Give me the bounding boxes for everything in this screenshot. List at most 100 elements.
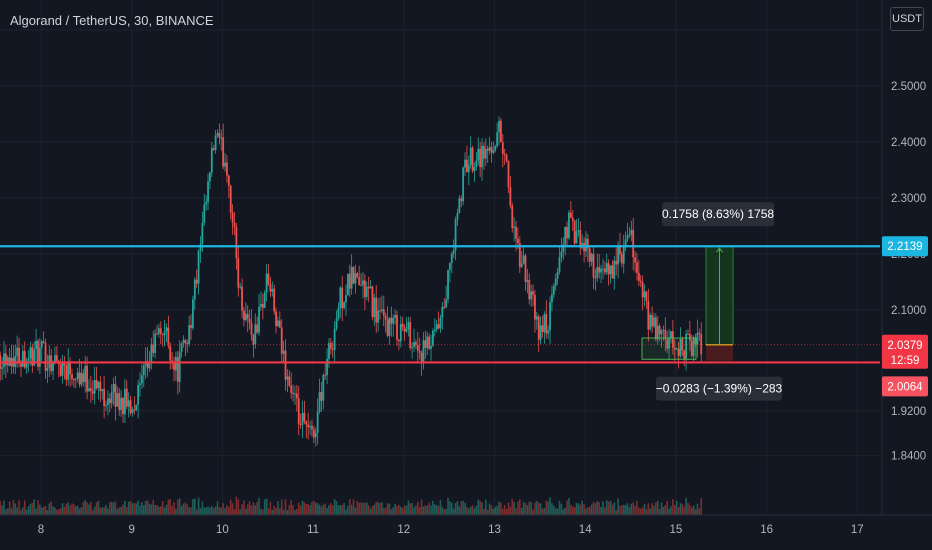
candle-body — [263, 292, 266, 308]
candle-body — [165, 327, 168, 332]
candle-body — [397, 339, 400, 342]
candle-body — [673, 347, 676, 350]
candle-body — [486, 148, 489, 151]
candle-body — [511, 205, 514, 229]
volume-bar — [621, 505, 623, 515]
volume-bar — [337, 505, 340, 515]
volume-bar — [517, 501, 519, 515]
volume-bar — [454, 503, 457, 515]
countdown-text: 12:59 — [891, 355, 920, 367]
volume-bar — [520, 507, 523, 515]
candle-body — [114, 384, 117, 407]
candle-body — [88, 388, 90, 392]
y-tick-label: 2.3000 — [891, 193, 926, 205]
candle-body — [537, 316, 540, 340]
candle-body — [575, 231, 578, 244]
volume-bar — [301, 500, 304, 515]
volume-bar — [290, 500, 292, 515]
volume-bar — [246, 504, 249, 515]
candle-body — [420, 352, 423, 364]
candle-body — [250, 322, 253, 336]
candle-body — [617, 246, 619, 265]
volume-bar — [564, 507, 566, 515]
candle-body — [632, 229, 635, 258]
volume-bar — [299, 505, 302, 515]
volume-bar — [229, 499, 232, 515]
chart-title: Algorand / TetherUS, 30, BINANCE — [10, 13, 214, 28]
candle-body — [216, 132, 219, 136]
volume-bar — [91, 510, 94, 515]
candle-body — [186, 343, 189, 345]
volume-bar — [656, 500, 659, 515]
candle-body — [379, 310, 381, 312]
volume-bar — [382, 507, 385, 515]
volume-bar — [52, 506, 54, 515]
volume-bar — [107, 508, 109, 515]
candle-body — [605, 263, 608, 273]
volume-bar — [522, 501, 525, 515]
candle-body — [197, 250, 200, 284]
candle-body — [653, 317, 655, 327]
candle-body — [82, 373, 85, 383]
candle-body — [501, 142, 504, 154]
volume-bar — [318, 504, 321, 515]
volume-bar — [54, 507, 56, 515]
candle-body — [494, 146, 497, 151]
volume-bar — [347, 506, 349, 515]
candle-body — [220, 137, 223, 139]
candle-body — [696, 332, 699, 345]
volume-bar — [177, 499, 179, 515]
volume-bar — [645, 509, 648, 515]
volume-bar — [150, 504, 153, 515]
candle-body — [18, 347, 20, 364]
candle-body — [375, 297, 378, 323]
volume-bar — [675, 500, 678, 515]
candle-body — [416, 344, 419, 351]
candle-body — [603, 268, 606, 273]
range-box — [641, 337, 697, 360]
candle-body — [407, 322, 410, 330]
candle-body — [698, 332, 701, 335]
volume-bar — [175, 508, 177, 515]
volume-bar — [617, 498, 619, 515]
volume-bar — [464, 502, 466, 515]
candle-body — [167, 327, 170, 347]
candle-body — [484, 148, 487, 159]
candle-body — [458, 198, 461, 214]
volume-bar — [146, 500, 149, 515]
x-tick-label: 10 — [216, 524, 229, 536]
volume-bar — [173, 502, 175, 515]
volume-bar — [250, 505, 253, 515]
candle-body — [301, 412, 304, 425]
volume-bar — [579, 504, 582, 515]
candle-body — [224, 162, 226, 167]
volume-bar — [447, 497, 449, 515]
candle-body — [150, 344, 153, 362]
volume-bar — [156, 504, 158, 515]
volume-bar — [3, 500, 5, 515]
volume-bar — [105, 504, 107, 515]
volume-bar — [519, 499, 521, 515]
volume-bar — [277, 501, 279, 515]
candle-body — [522, 255, 525, 264]
candle-body — [641, 282, 644, 298]
candle-body — [122, 397, 124, 415]
candle-body — [290, 385, 293, 393]
volume-bar — [271, 509, 274, 515]
candle-body — [466, 159, 468, 172]
candle-body — [464, 159, 466, 168]
candle-body — [69, 361, 71, 375]
candle-body — [586, 238, 589, 249]
candle-body — [437, 324, 440, 329]
volume-bar — [40, 507, 43, 515]
y-tick-label: 2.1000 — [891, 305, 926, 317]
candle-body — [326, 358, 328, 376]
currency-button[interactable]: USDT — [890, 7, 924, 31]
candle-body — [309, 426, 311, 428]
stop-label: −0.0283 (−1.39%) −283 — [656, 376, 783, 401]
candle-body — [392, 317, 395, 324]
candle-body — [558, 257, 561, 272]
candle-body — [386, 319, 389, 336]
candle-body — [566, 226, 568, 239]
